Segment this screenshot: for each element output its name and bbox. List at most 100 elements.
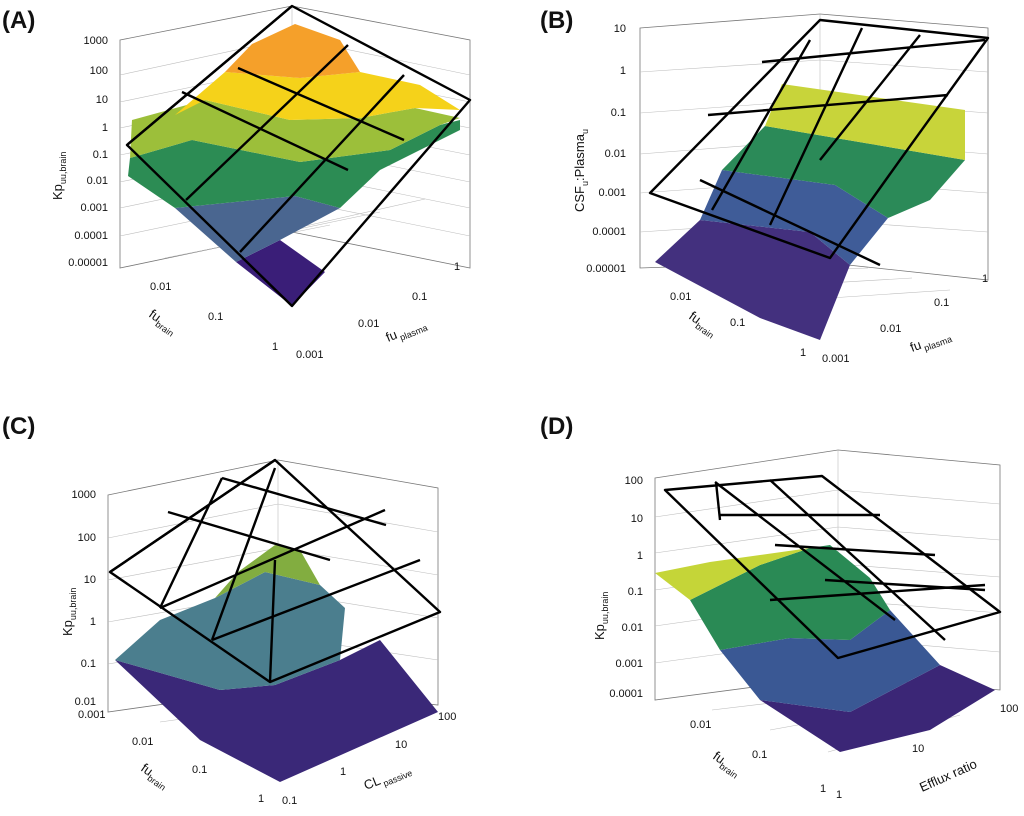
x-tick: 0.1 bbox=[730, 317, 745, 329]
x-axis: 0.01 0.1 1 fubrain bbox=[145, 281, 278, 353]
z-tick: 0.01 bbox=[75, 696, 96, 708]
z-tick: 0.01 bbox=[605, 148, 626, 160]
band-3 bbox=[722, 126, 965, 218]
panel-c: (C) 1000 100 10 1 0.1 0.01 Kpuu,brain 0.… bbox=[2, 413, 456, 807]
x-tick: 1 bbox=[258, 793, 264, 805]
z-axis-label: CSFu:Plasmau bbox=[572, 129, 590, 212]
y-tick: 0.01 bbox=[358, 318, 379, 330]
z-axis-ticks: 1000 100 10 1 0.1 0.01 bbox=[72, 489, 96, 708]
z-axis-label: Kpuu,brain bbox=[50, 152, 68, 200]
y-axis: 1 0.1 0.01 0.001 fuplasma bbox=[822, 273, 988, 365]
x-axis: 0.01 0.1 1 fubrain bbox=[690, 719, 826, 795]
wireframe bbox=[108, 458, 442, 684]
surface bbox=[128, 24, 460, 306]
z-axis-ticks: 1000 100 10 1 0.1 0.01 0.001 0.0001 0.00… bbox=[68, 35, 108, 269]
x-tick: 0.1 bbox=[208, 311, 223, 323]
y-tick: 10 bbox=[912, 743, 924, 755]
y-tick: 100 bbox=[1000, 703, 1018, 715]
z-tick: 0.00001 bbox=[68, 257, 108, 269]
panel-b: (B) 10 1 0.1 0.01 0.001 0.0001 0.00001 C… bbox=[540, 7, 990, 365]
z-axis-ticks: 100 10 1 0.1 0.01 0.001 0.0001 bbox=[609, 475, 643, 700]
band-3 bbox=[128, 120, 460, 208]
y-axis-label: CLpassive bbox=[362, 760, 414, 795]
x-tick: 0.1 bbox=[752, 749, 767, 761]
z-tick: 1000 bbox=[84, 35, 108, 47]
z-tick: 10 bbox=[96, 94, 108, 106]
y-tick: 1 bbox=[982, 273, 988, 285]
z-tick: 10 bbox=[614, 23, 626, 35]
z-tick: 1 bbox=[637, 550, 643, 562]
y-tick: 0.1 bbox=[282, 795, 297, 807]
y-tick: 0.001 bbox=[296, 349, 324, 361]
y-tick: 1 bbox=[836, 789, 842, 801]
surface bbox=[115, 545, 438, 782]
y-axis-label: Efflux ratio bbox=[917, 756, 979, 795]
panel-label: (D) bbox=[540, 413, 573, 440]
x-tick: 0.01 bbox=[150, 281, 171, 293]
z-tick: 0.1 bbox=[611, 107, 626, 119]
z-axis-label: Kpuu,brain bbox=[592, 592, 610, 640]
panel-label: (C) bbox=[2, 413, 35, 440]
x-axis: 0.001 0.01 0.1 1 fubrain bbox=[78, 709, 264, 805]
band-5 bbox=[175, 72, 460, 120]
x-tick: 0.01 bbox=[670, 291, 691, 303]
z-tick: 100 bbox=[90, 65, 108, 77]
z-axis-ticks: 10 1 0.1 0.01 0.001 0.0001 0.00001 bbox=[586, 23, 626, 275]
band-1 bbox=[760, 665, 995, 752]
y-tick: 1 bbox=[340, 766, 346, 778]
z-tick: 0.0001 bbox=[609, 688, 643, 700]
band-1 bbox=[115, 640, 438, 782]
panel-d: (D) 100 10 1 0.1 0.01 0.001 0.0001 Kpuu,… bbox=[540, 413, 1018, 801]
z-tick: 10 bbox=[631, 513, 643, 525]
x-tick: 1 bbox=[820, 783, 826, 795]
band-2 bbox=[175, 196, 340, 262]
panel-label: (A) bbox=[2, 7, 35, 34]
z-tick: 1 bbox=[90, 616, 96, 628]
x-axis-label: fubrain bbox=[145, 306, 181, 338]
band-1 bbox=[655, 220, 850, 340]
panel-label: (B) bbox=[540, 7, 573, 34]
band-4 bbox=[655, 548, 810, 600]
x-axis-label: fubrain bbox=[685, 308, 721, 340]
x-tick: 1 bbox=[800, 347, 806, 359]
z-tick: 0.0001 bbox=[74, 230, 108, 242]
z-tick: 0.001 bbox=[615, 658, 643, 670]
z-tick: 10 bbox=[84, 574, 96, 586]
z-tick: 0.1 bbox=[628, 586, 643, 598]
z-tick: 0.01 bbox=[87, 175, 108, 187]
x-tick: 0.01 bbox=[132, 736, 153, 748]
x-tick: 0.001 bbox=[78, 709, 106, 721]
wireframe bbox=[125, 4, 472, 308]
panel-a: (A) 1000 100 10 1 0.1 0.01 0.001 0.0 bbox=[2, 4, 472, 361]
wireframe bbox=[648, 18, 990, 267]
z-tick: 0.1 bbox=[93, 149, 108, 161]
x-tick: 0.1 bbox=[192, 764, 207, 776]
y-tick: 0.1 bbox=[934, 297, 949, 309]
z-tick: 0.001 bbox=[80, 202, 108, 214]
band-4 bbox=[130, 100, 460, 162]
x-axis-label: fubrain bbox=[137, 760, 173, 792]
y-axis-label: fuplasma bbox=[384, 315, 430, 347]
band-1 bbox=[236, 240, 325, 306]
y-tick: 10 bbox=[395, 739, 407, 751]
z-tick: 1 bbox=[620, 65, 626, 77]
z-tick: 0.1 bbox=[81, 658, 96, 670]
z-tick: 0.01 bbox=[622, 622, 643, 634]
wireframe bbox=[663, 474, 1002, 660]
x-axis-label: fubrain bbox=[709, 748, 745, 780]
z-tick: 0.001 bbox=[598, 187, 626, 199]
z-tick: 100 bbox=[78, 532, 96, 544]
z-tick: 0.00001 bbox=[586, 263, 626, 275]
x-tick: 0.01 bbox=[690, 719, 711, 731]
band-2 bbox=[115, 572, 345, 690]
y-axis-label: fuplasma bbox=[908, 326, 953, 357]
z-tick: 1000 bbox=[72, 489, 96, 501]
y-tick: 0.1 bbox=[412, 291, 427, 303]
z-tick: 100 bbox=[625, 475, 643, 487]
z-tick: 1 bbox=[102, 122, 108, 134]
y-tick: 0.001 bbox=[822, 353, 850, 365]
z-axis-label: Kpuu,brain bbox=[60, 588, 78, 636]
y-tick: 0.01 bbox=[880, 323, 901, 335]
y-tick: 100 bbox=[438, 711, 456, 723]
